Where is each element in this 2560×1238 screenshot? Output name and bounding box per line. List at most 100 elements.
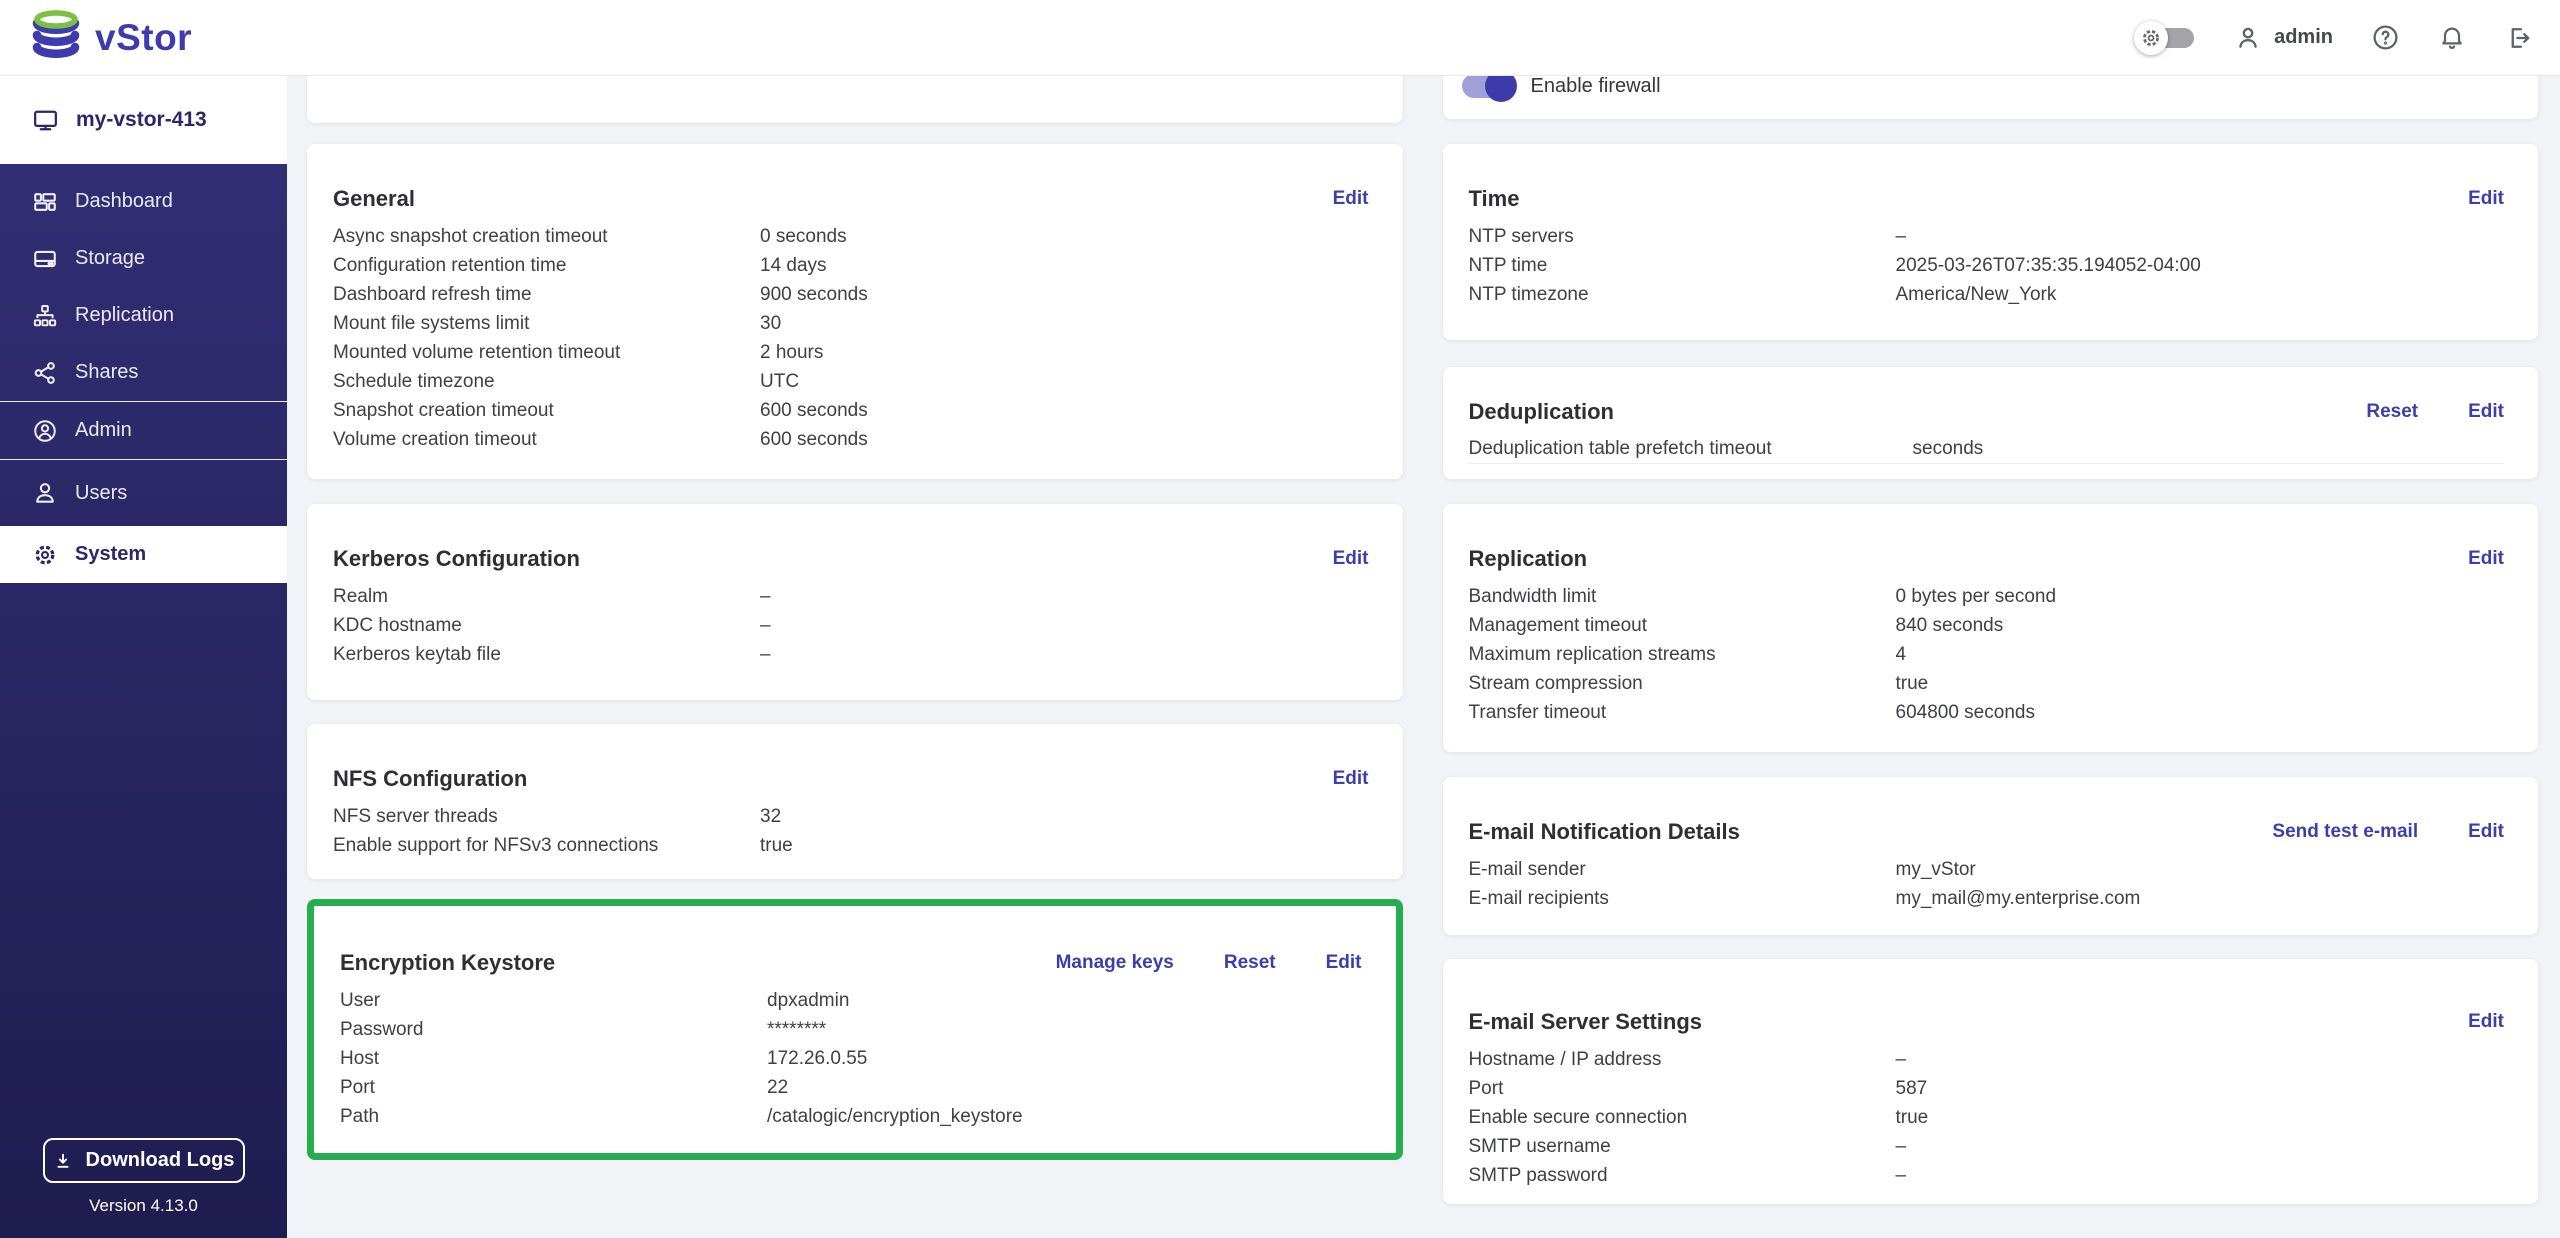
- right-column: Enable firewall Time Edit NTP servers: [1442, 34, 2538, 1238]
- sidebar-item-storage[interactable]: Storage: [0, 230, 287, 287]
- field-row: Mounted volume retention timeout 2 hours: [333, 338, 1369, 367]
- field-label: User: [340, 989, 381, 1011]
- download-logs-label: Download Logs: [85, 1149, 235, 1171]
- edit-link[interactable]: Edit: [2468, 548, 2504, 569]
- field-value: 604800 seconds: [1895, 701, 2035, 723]
- gear-icon: [2134, 20, 2169, 55]
- field-label: SMTP username: [1468, 1135, 1611, 1157]
- field-label: Mount file systems limit: [333, 312, 530, 334]
- help-icon[interactable]: [2371, 23, 2400, 52]
- notifications-bell-icon[interactable]: [2438, 24, 2466, 52]
- field-label: Bandwidth limit: [1468, 585, 1597, 607]
- field-label: Async snapshot creation timeout: [333, 225, 608, 247]
- field-label: NFS server threads: [333, 805, 498, 827]
- share-nodes-icon: [32, 360, 58, 386]
- reset-link[interactable]: Reset: [2366, 401, 2419, 422]
- sidebar-item-shares[interactable]: Shares: [0, 344, 287, 401]
- field-label: Mounted volume retention timeout: [333, 341, 621, 363]
- card-title: NFS Configuration: [333, 766, 528, 791]
- manage-keys-link[interactable]: Manage keys: [1055, 952, 1174, 973]
- card-title: Encryption Keystore: [340, 950, 556, 975]
- field-value: –: [1895, 225, 1907, 247]
- field-value: 14 days: [760, 254, 827, 276]
- left-column: General Edit Async snapshot creation tim…: [307, 34, 1403, 1238]
- field-value: 172.26.0.55: [767, 1047, 868, 1069]
- field-row: Dashboard refresh time 900 seconds: [333, 280, 1369, 309]
- field-label: SMTP password: [1468, 1164, 1608, 1186]
- sidebar-item-label: Shares: [75, 361, 139, 383]
- field-value: seconds: [1912, 437, 1984, 459]
- field-label: Snapshot creation timeout: [333, 399, 554, 421]
- field-label: Maximum replication streams: [1468, 643, 1716, 665]
- system-gear-icon: [32, 542, 58, 568]
- field-row: Host 172.26.0.55: [340, 1044, 1362, 1073]
- field-row: Stream compression true: [1469, 669, 2505, 698]
- field-value: true: [1895, 672, 1929, 694]
- field-row: Management timeout 840 seconds: [1469, 611, 2505, 640]
- hostname-block: my-vstor-413: [0, 76, 287, 164]
- brand-name: vStor: [95, 16, 193, 58]
- sidebar-item-admin[interactable]: Admin: [0, 401, 287, 460]
- card-title: General: [333, 186, 415, 211]
- edit-link[interactable]: Edit: [2468, 188, 2504, 209]
- sidebar-item-replication[interactable]: Replication: [0, 287, 287, 344]
- edit-link[interactable]: Edit: [1325, 952, 1362, 973]
- field-row: User dpxadmin: [340, 986, 1362, 1015]
- edit-link[interactable]: Edit: [1332, 548, 1369, 569]
- edit-link[interactable]: Edit: [1332, 768, 1369, 789]
- brand: vStor: [30, 9, 193, 66]
- field-row: Deduplication table prefetch timeout sec…: [1468, 434, 2504, 464]
- field-row: Maximum replication streams 4: [1469, 640, 2505, 669]
- sidebar-item-system[interactable]: System: [0, 526, 287, 583]
- download-logs-button[interactable]: Download Logs: [42, 1138, 245, 1183]
- user-menu[interactable]: admin: [2234, 24, 2333, 52]
- field-label: Dashboard refresh time: [333, 283, 532, 305]
- reset-link[interactable]: Reset: [1223, 952, 1276, 973]
- field-value: UTC: [760, 370, 800, 392]
- field-row: Password ********: [340, 1015, 1362, 1044]
- field-row: SMTP username –: [1469, 1132, 2505, 1161]
- field-value: 2 hours: [760, 341, 824, 363]
- send-test-email-link[interactable]: Send test e-mail: [2272, 821, 2419, 842]
- card-nfs-configuration: NFS Configuration Edit NFS server thread…: [307, 724, 1403, 879]
- field-value: –: [1895, 1048, 1907, 1070]
- field-value: true: [1895, 1106, 1929, 1128]
- field-label: E-mail sender: [1468, 858, 1586, 880]
- field-label: Path: [340, 1105, 380, 1127]
- card-encryption-keystore: Encryption Keystore Manage keys Reset Ed…: [314, 906, 1396, 1153]
- edit-link[interactable]: Edit: [2468, 821, 2504, 842]
- field-label: NTP servers: [1468, 225, 1574, 247]
- edit-link[interactable]: Edit: [1332, 188, 1369, 209]
- card-title: Replication: [1468, 546, 1588, 571]
- card-title: E-mail Notification Details: [1468, 819, 1740, 844]
- sidebar-item-dashboard[interactable]: Dashboard: [0, 173, 287, 230]
- field-value: 600 seconds: [760, 428, 868, 450]
- edit-link[interactable]: Edit: [2468, 401, 2504, 422]
- field-row: Mount file systems limit 30: [333, 309, 1369, 338]
- field-row: Bandwidth limit 0 bytes per second: [1469, 582, 2505, 611]
- admin-person-circle-icon: [32, 418, 58, 444]
- field-row: Async snapshot creation timeout 0 second…: [333, 222, 1369, 251]
- field-row: Kerberos keytab file –: [333, 640, 1369, 669]
- field-label: Password: [340, 1018, 424, 1040]
- field-label: Hostname / IP address: [1468, 1048, 1662, 1070]
- field-label: Realm: [333, 585, 388, 607]
- firewall-toggle[interactable]: [1461, 70, 1517, 102]
- field-value: true: [760, 834, 793, 856]
- sidebar-item-label: Dashboard: [75, 190, 173, 212]
- field-row: Path /catalogic/encryption_keystore: [340, 1102, 1362, 1131]
- card-title: Time: [1468, 186, 1520, 211]
- field-row: Volume creation timeout 600 seconds: [333, 425, 1369, 454]
- storage-drive-icon: [32, 246, 58, 272]
- field-value: 2025-03-26T07:35:35.194052-04:00: [1895, 254, 2201, 276]
- vstor-logo-icon: [30, 9, 82, 66]
- settings-toggle[interactable]: [2134, 20, 2196, 55]
- field-row: E-mail recipients my_mail@my.enterprise.…: [1469, 884, 2505, 913]
- field-value: 32: [760, 805, 782, 827]
- edit-link[interactable]: Edit: [2468, 1011, 2504, 1032]
- sidebar-item-users[interactable]: Users: [0, 460, 287, 526]
- field-label: Port: [1468, 1077, 1504, 1099]
- field-row: NFS server threads 32: [333, 802, 1369, 831]
- logout-icon[interactable]: [2504, 24, 2532, 52]
